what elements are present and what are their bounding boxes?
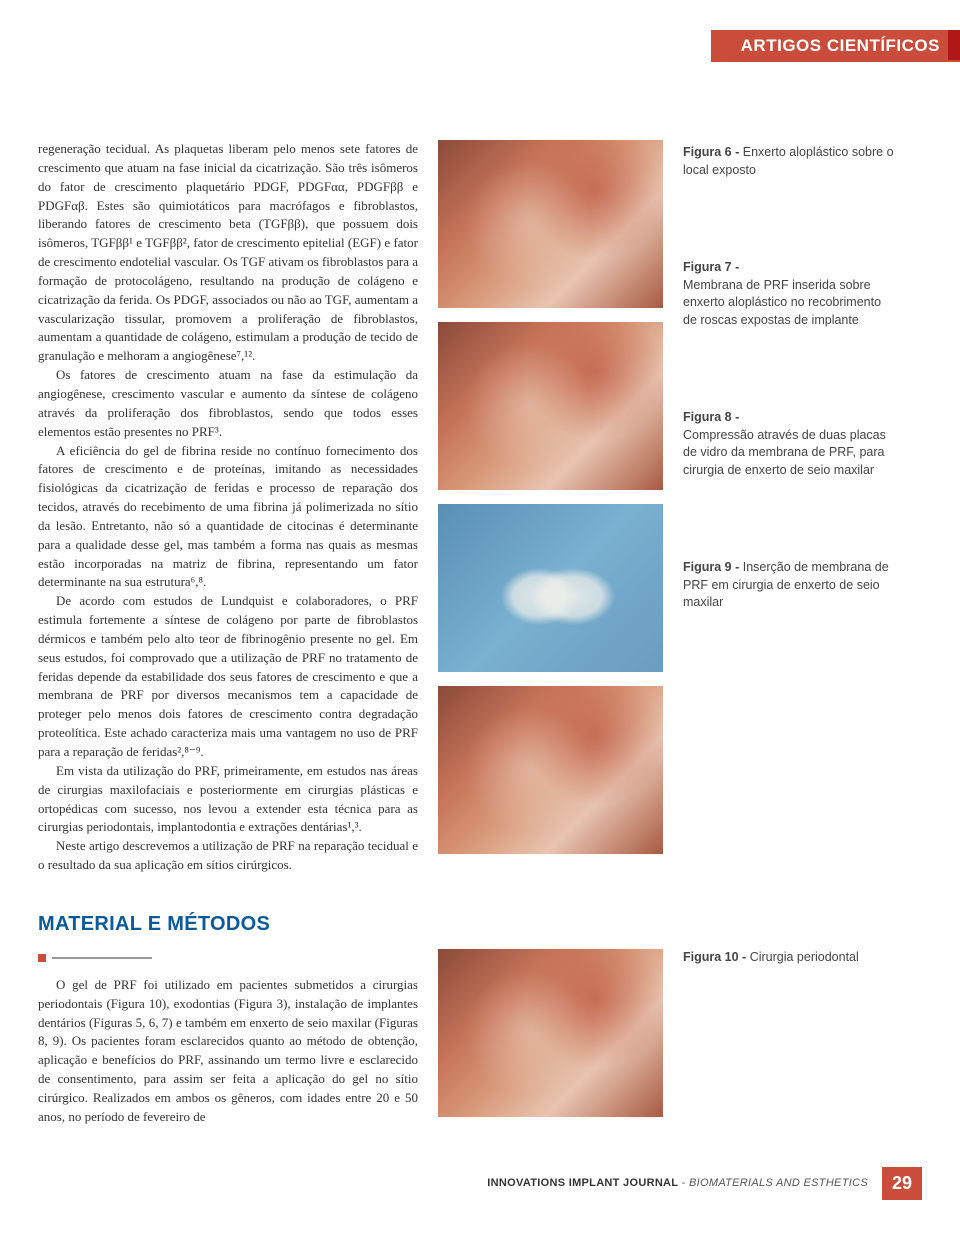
figure-8-image xyxy=(438,504,663,672)
page-footer: INNOVATIONS IMPLANT JOURNAL - BIOMATERIA… xyxy=(38,1167,922,1200)
paragraph: A eficiência do gel de fibrina reside no… xyxy=(38,442,418,593)
journal-sep: - xyxy=(678,1177,689,1189)
figure-10-caption: Figura 10 - Cirurgia periodontal xyxy=(683,949,898,967)
body-text-block-2: O gel de PRF foi utilizado em pacientes … xyxy=(38,976,418,1127)
caption-label: Figura 10 - xyxy=(683,950,750,964)
body-text-block-1: regeneração tecidual. As plaquetas liber… xyxy=(38,140,418,875)
caption-text: Membrana de PRF inserida sobre enxerto a… xyxy=(683,278,881,327)
section-header-tag: ARTIGOS CIENTÍFICOS xyxy=(711,30,960,62)
caption-label: Figura 8 - xyxy=(683,410,739,424)
paragraph: Os fatores de crescimento atuam na fase … xyxy=(38,366,418,441)
figure-7-image xyxy=(438,322,663,490)
divider-dot xyxy=(38,954,46,962)
caption-label: Figura 6 - xyxy=(683,145,743,159)
header-accent xyxy=(948,30,960,60)
figure-7-caption: Figura 7 - Membrana de PRF inserida sobr… xyxy=(683,259,898,329)
journal-italic: BIOMATERIALS AND ESTHETICS xyxy=(689,1177,868,1189)
figure-9-caption: Figura 9 - Inserção de membrana de PRF e… xyxy=(683,559,898,612)
figure-6-caption: Figura 6 - Enxerto aloplástico sobre o l… xyxy=(683,144,898,179)
caption-text: Compressão através de duas placas de vid… xyxy=(683,428,886,477)
figure-6-image xyxy=(438,140,663,308)
figure-10-image xyxy=(438,949,663,1117)
journal-bold: INNOVATIONS IMPLANT JOURNAL xyxy=(487,1177,678,1189)
paragraph: Em vista da utilização do PRF, primeiram… xyxy=(38,762,418,837)
caption-label: Figura 7 - xyxy=(683,260,739,274)
figure-8-caption: Figura 8 - Compressão através de duas pl… xyxy=(683,409,898,479)
section-divider xyxy=(38,954,418,962)
caption-text: Cirurgia periodontal xyxy=(750,950,859,964)
paragraph: regeneração tecidual. As plaquetas liber… xyxy=(38,140,418,366)
figure-9-image xyxy=(438,686,663,854)
caption-label: Figura 9 - xyxy=(683,560,743,574)
section-title-material: MATERIAL E MÉTODOS xyxy=(38,913,418,936)
paragraph: O gel de PRF foi utilizado em pacientes … xyxy=(38,976,418,1127)
paragraph: Neste artigo descrevemos a utilização de… xyxy=(38,837,418,875)
journal-name: INNOVATIONS IMPLANT JOURNAL - BIOMATERIA… xyxy=(487,1177,868,1189)
page-number: 29 xyxy=(882,1167,922,1200)
paragraph: De acordo com estudos de Lundquist e col… xyxy=(38,592,418,762)
divider-line xyxy=(52,957,152,959)
